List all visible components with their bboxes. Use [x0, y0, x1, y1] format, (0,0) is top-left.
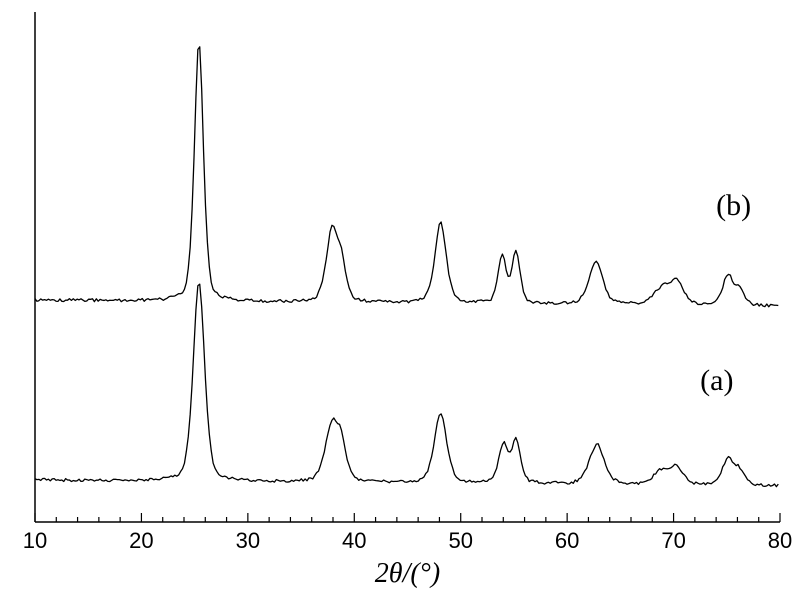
x-tick-label: 60 [555, 528, 579, 553]
xrd-curve-a [35, 284, 778, 487]
xrd-curve-b [35, 47, 778, 307]
x-tick-label: 10 [23, 528, 47, 553]
x-tick-label: 50 [448, 528, 472, 553]
x-axis-label: 2θ/(°) [375, 558, 440, 589]
series-label-a: (a) [700, 364, 733, 397]
x-tick-label: 20 [129, 528, 153, 553]
series-label-b: (b) [716, 189, 751, 222]
x-tick-label: 30 [236, 528, 260, 553]
x-tick-label: 70 [661, 528, 685, 553]
x-tick-label: 80 [768, 528, 792, 553]
xrd-chart: 10 20 30 40 50 60 70 80 2θ/(°) (a) (b) [0, 0, 800, 604]
x-tick-label: 40 [342, 528, 366, 553]
